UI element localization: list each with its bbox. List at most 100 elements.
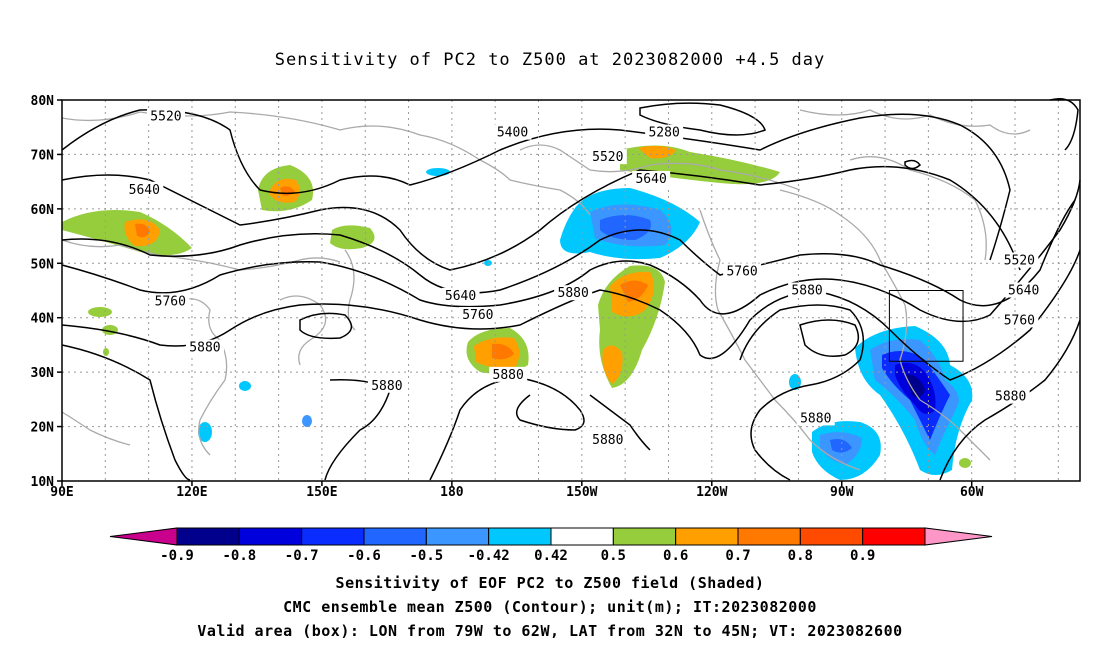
contour-labels: 5520 5400 5280 5520 5640 5640 5760 5640 5760 5880… <box>125 108 1043 448</box>
positive-blob-kamchatka <box>330 225 375 250</box>
contour-label: 5880 <box>493 368 524 383</box>
contour-label-bg <box>788 282 827 298</box>
colorbar-label: -0.6 <box>347 548 381 564</box>
negative-small-patches <box>198 168 801 442</box>
contour-label: 5400 <box>497 126 528 141</box>
contour-label-bg <box>1000 312 1039 328</box>
contour-label: 5760 <box>726 264 757 279</box>
contour-label-bg <box>125 181 164 197</box>
colorbar-box <box>737 527 801 546</box>
contour-label-bg <box>441 287 480 303</box>
contour-label-bg <box>185 339 224 355</box>
lon-tick-label: 120E <box>176 485 207 500</box>
contour-label-bg <box>632 170 671 186</box>
contour-label: 5880 <box>558 286 589 301</box>
colorbar-lower-extend <box>109 527 178 546</box>
colorbar-box <box>176 527 240 546</box>
lat-tick-label: 10N <box>31 475 55 490</box>
colorbar-label: -0.5 <box>409 548 443 564</box>
colorbar-label: -0.42 <box>468 548 510 564</box>
colorbar-box <box>862 527 926 546</box>
positive-blob-pacific-central <box>466 328 529 374</box>
colorbar-label: 0.9 <box>850 548 875 564</box>
caption-line-3: Valid area (box): LON from 79W to 62W, L… <box>197 622 903 640</box>
colorbar-box <box>799 527 864 546</box>
contour-label: 5880 <box>189 341 220 356</box>
contour-label-bg <box>146 108 185 124</box>
lat-tick-label: 80N <box>31 94 55 109</box>
lat-tick-label: 40N <box>31 312 55 327</box>
lat-lon-gridlines <box>62 100 1080 481</box>
positive-blob-gulf-alaska <box>598 265 665 388</box>
contour-label-bg <box>1004 282 1043 298</box>
colorbar-box <box>238 527 303 546</box>
contour-label-bg <box>796 410 835 426</box>
positive-small-patches <box>88 307 971 468</box>
contour-label-bg <box>723 263 762 279</box>
coastlines <box>61 109 1031 471</box>
negative-blob-bering <box>560 188 700 260</box>
contour-label: 5880 <box>800 411 831 426</box>
contour-label-bg <box>367 377 406 393</box>
contour-label-bg <box>645 124 684 140</box>
colorbar-box <box>425 527 490 546</box>
colorbar-box <box>612 527 677 546</box>
contour-label-bg <box>588 432 627 448</box>
contour-label: 5880 <box>371 379 402 394</box>
contour-label: 5280 <box>648 126 679 141</box>
map-frame <box>61 99 1081 482</box>
lon-tick-label: 60W <box>960 485 984 500</box>
lon-tick-label: 150E <box>306 485 337 500</box>
contour-label: 5640 <box>1008 284 1039 299</box>
colorbar-label: 0.5 <box>601 548 626 564</box>
contour-label-bg <box>493 124 532 140</box>
contour-label: 5760 <box>155 294 186 309</box>
colorbar-box <box>675 527 739 546</box>
map-border <box>61 99 1081 482</box>
contour-label: 5880 <box>592 433 623 448</box>
lat-tick-label: 20N <box>31 421 55 436</box>
colorbar-label: -0.9 <box>160 548 194 564</box>
colorbar-upper-extend <box>924 527 993 546</box>
colorbar-box <box>363 527 427 546</box>
positive-blob-okhotsk <box>258 165 314 212</box>
valid-area-box <box>888 290 964 362</box>
colorbar-label: 0.6 <box>663 548 688 564</box>
contour-label-bg <box>458 306 497 322</box>
contour-label: 5880 <box>791 284 822 299</box>
positive-blob-west-asia <box>62 209 192 256</box>
valid-area-rect <box>888 290 964 362</box>
z500-contours <box>61 98 1081 481</box>
lat-tick-label: 60N <box>31 203 55 218</box>
contour-label-bg <box>489 366 528 382</box>
contour-label-bg <box>151 293 190 309</box>
lat-tick-label: 30N <box>31 366 55 381</box>
contour-label: 5520 <box>1004 254 1035 269</box>
colorbar-label: 0.8 <box>788 548 813 564</box>
contour-label: 5640 <box>445 289 476 304</box>
colorbar-box <box>550 527 614 546</box>
caption-line-2: CMC ensemble mean Z500 (Contour); unit(m… <box>283 598 817 616</box>
contour-label: 5520 <box>592 150 623 165</box>
contour-label: 5640 <box>129 183 160 198</box>
contour-label: 5640 <box>635 172 666 187</box>
contour-label: 5760 <box>462 308 493 323</box>
contour-label-bg <box>588 149 627 165</box>
colorbar-box <box>488 527 552 546</box>
contour-label-bg <box>1000 252 1039 268</box>
colorbar: -0.9 -0.8 -0.7 -0.6 -0.5 -0.42 0.42 0.5 0.6 0.7 0.… <box>109 527 993 564</box>
lon-tick-label: 150W <box>566 485 597 500</box>
lon-tick-label: 90W <box>830 485 854 500</box>
chart-title: Sensitivity of PC2 to Z500 at 2023082000… <box>274 50 826 70</box>
colorbar-box <box>301 527 365 546</box>
lon-tick-label: 90E <box>50 485 73 500</box>
lat-tick-label: 50N <box>31 257 55 272</box>
colorbar-label: 0.42 <box>534 548 568 564</box>
contour-label: 5880 <box>995 390 1026 405</box>
lon-tick-label: 180 <box>440 485 464 500</box>
contour-label-bg <box>554 285 593 301</box>
colorbar-label: -0.8 <box>222 548 256 564</box>
colorbar-label: 0.7 <box>725 548 750 564</box>
